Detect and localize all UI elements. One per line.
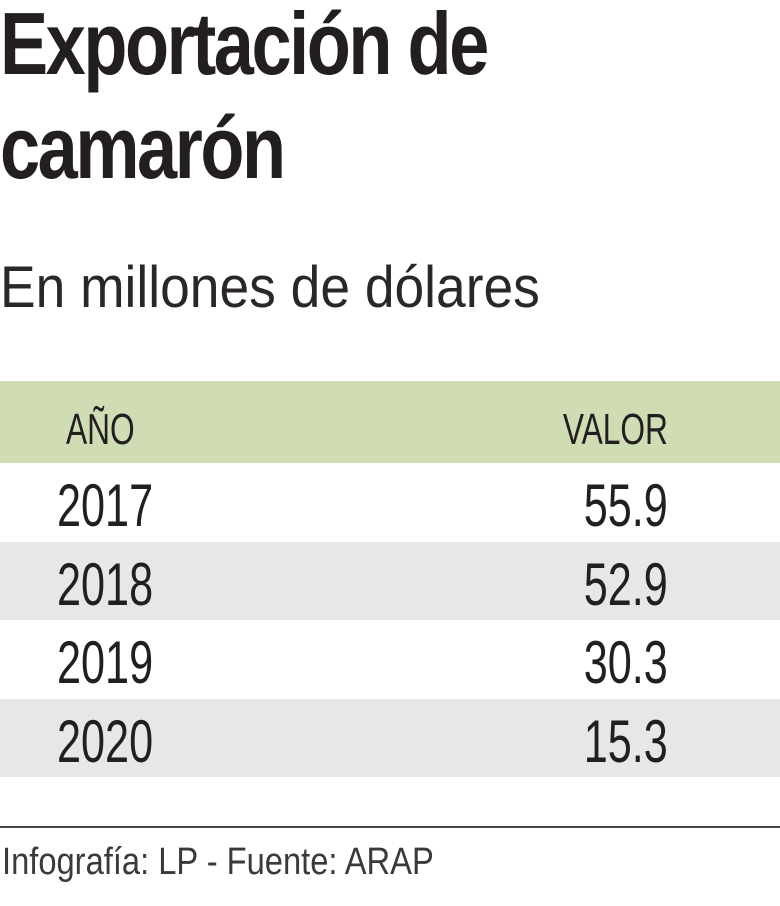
cell-year: 2018 [57,550,154,618]
column-header-value: VALOR [562,405,668,454]
cell-value: 55.9 [583,472,668,539]
cell-value: 15.3 [583,707,668,775]
cell-year: 2020 [57,707,154,775]
chart-title-line-1: Exportación de [0,0,489,93]
chart-title: Exportación de camarón [0,0,640,200]
table-row: 2017 55.9 [0,463,780,542]
chart-title-line-2: camarón [0,98,286,197]
table-header: AÑO VALOR [0,381,780,463]
cell-year: 2019 [57,629,154,696]
cell-value: 30.3 [583,629,668,696]
chart-subtitle: En millones de dólares [0,255,540,320]
table-row: 2019 30.3 [0,620,780,699]
table-row: 2018 52.9 [0,541,780,620]
data-table: AÑO VALOR 2017 55.9 2018 52.9 2019 30.3 … [0,381,780,777]
footer-divider [0,826,780,828]
cell-year: 2017 [57,472,154,539]
table-row: 2020 15.3 [0,698,780,777]
cell-value: 52.9 [583,550,668,618]
column-header-year: AÑO [66,405,135,454]
source-credit: Infografía: LP - Fuente: ARAP [2,841,434,883]
